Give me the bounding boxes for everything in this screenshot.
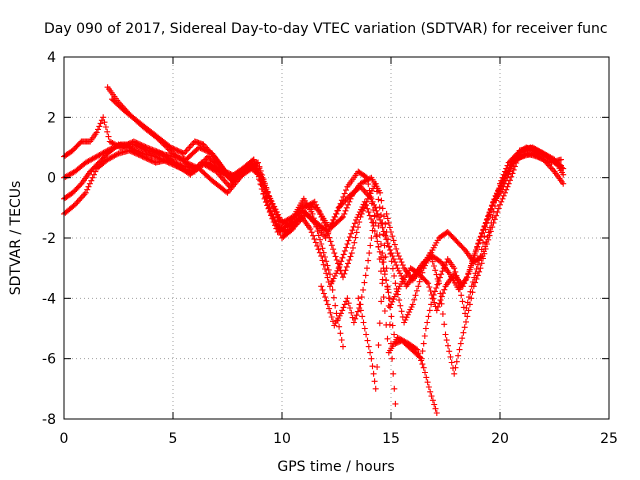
y-tick-label: 4 <box>47 50 56 66</box>
y-tick-label: -8 <box>42 412 56 428</box>
y-tick-label: -2 <box>42 231 56 247</box>
x-tick-label: 20 <box>491 431 509 447</box>
x-tick-label: 10 <box>273 431 291 447</box>
grid-lines <box>64 57 609 419</box>
y-tick-label: 0 <box>47 171 56 187</box>
y-tick-label: -6 <box>42 352 56 368</box>
axis-ticks: 0 5 10 15 20 25 -8 -6 -4 -2 0 2 4 <box>42 50 618 447</box>
x-tick-label: 25 <box>600 431 618 447</box>
y-axis-label: SDTVAR / TECUs <box>8 181 24 296</box>
x-tick-label: 0 <box>60 431 69 447</box>
data-points <box>61 84 567 416</box>
x-tick-label: 15 <box>382 431 400 447</box>
x-tick-label: 5 <box>169 431 178 447</box>
y-tick-label: 2 <box>47 110 56 126</box>
x-axis-label: GPS time / hours <box>277 459 394 475</box>
chart-title: Day 090 of 2017, Sidereal Day-to-day VTE… <box>44 21 608 37</box>
y-tick-label: -4 <box>42 291 56 307</box>
